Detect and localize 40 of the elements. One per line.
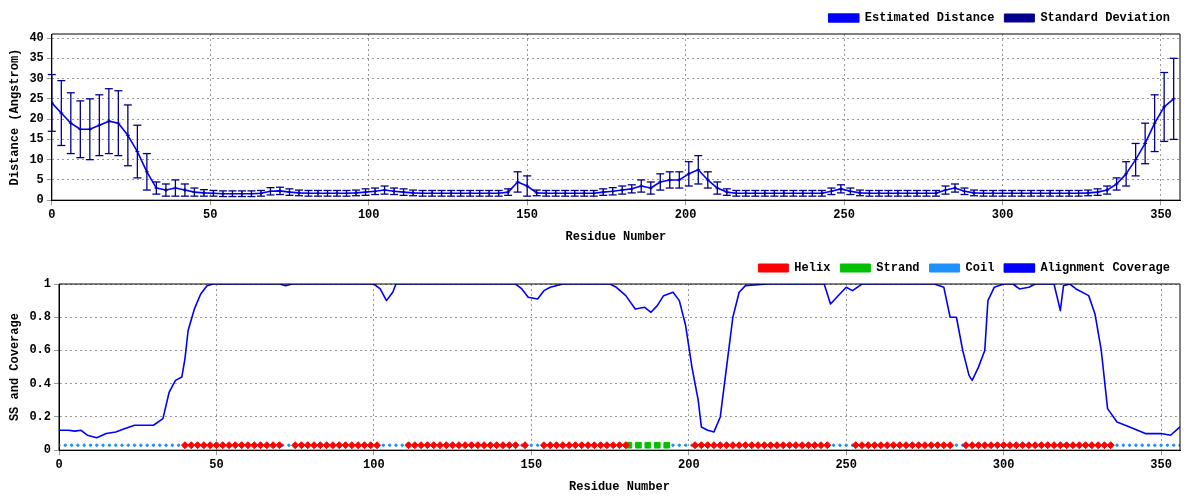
legend-label: Helix <box>794 261 831 276</box>
y-tick-label: 25 <box>29 91 44 106</box>
x-axis-title: Residue Number <box>569 479 670 494</box>
y-tick-label: 20 <box>29 112 44 127</box>
x-tick-label: 200 <box>677 458 700 473</box>
x-tick-label: 150 <box>516 208 538 223</box>
x-tick-label: 250 <box>835 458 858 473</box>
x-tick-label: 50 <box>203 208 218 223</box>
y-axis-title: Distance (Angstrom) <box>8 48 23 186</box>
x-tick-label: 150 <box>520 458 543 473</box>
y-tick-label: 35 <box>29 51 44 66</box>
x-tick-label: 50 <box>209 458 224 473</box>
x-tick-label: 100 <box>363 458 385 473</box>
x-tick-label: 250 <box>833 208 855 223</box>
legend-label: Standard Deviation <box>1040 11 1170 26</box>
legend-label: Alignment Coverage <box>1040 261 1170 276</box>
x-tick-label: 350 <box>1150 208 1172 223</box>
y-tick-label: 0 <box>43 443 51 458</box>
y-tick-label: 1 <box>43 277 51 292</box>
x-tick-label: 350 <box>1150 458 1172 473</box>
y-tick-label: 40 <box>29 31 44 46</box>
y-tick-label: 10 <box>29 152 44 167</box>
x-tick-label: 300 <box>992 458 1015 473</box>
legend-label: Coil <box>965 261 995 276</box>
y-tick-label: 0 <box>36 193 44 208</box>
x-tick-label: 300 <box>991 208 1014 223</box>
legend-label: Strand <box>876 261 920 276</box>
y-tick-label: 0.2 <box>29 409 51 424</box>
y-tick-label: 5 <box>36 172 44 187</box>
x-axis-title: Residue Number <box>565 229 667 244</box>
y-tick-label: 0.6 <box>29 343 51 358</box>
x-tick-label: 200 <box>674 208 697 223</box>
y-tick-label: 0.4 <box>29 376 51 391</box>
legend-label: Estimated Distance <box>864 11 995 26</box>
x-tick-label: 0 <box>55 458 63 473</box>
y-tick-label: 0.8 <box>29 310 51 325</box>
y-tick-label: 30 <box>29 71 44 86</box>
y-axis-title: SS and Coverage <box>8 313 23 422</box>
x-tick-label: 100 <box>357 208 380 223</box>
y-tick-label: 15 <box>29 132 44 147</box>
